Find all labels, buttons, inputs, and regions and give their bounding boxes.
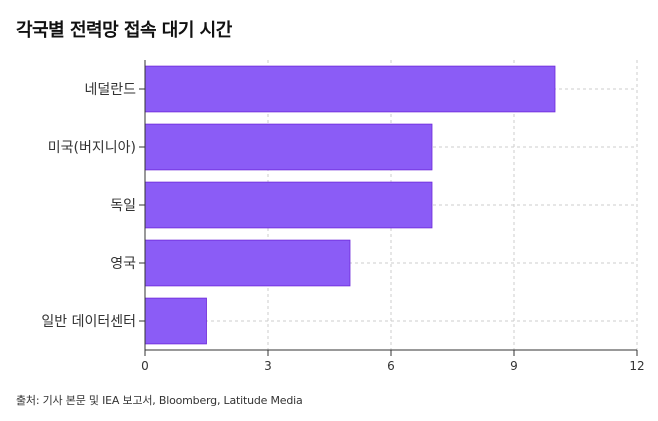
tick-labels: 0 3 6 9 12 bbox=[141, 359, 644, 373]
chart-title: 각국별 전력망 접속 대기 시간 bbox=[16, 20, 232, 41]
axes bbox=[139, 60, 638, 356]
category-label: 미국(버지니아) bbox=[48, 140, 136, 156]
bar bbox=[144, 181, 433, 229]
bar bbox=[144, 123, 433, 171]
x-tick-label: 0 bbox=[141, 359, 149, 373]
bars bbox=[144, 65, 556, 345]
category-label: 네덜란드 bbox=[84, 82, 136, 98]
x-tick-label: 6 bbox=[387, 359, 395, 373]
category-label: 영국 bbox=[110, 256, 136, 272]
category-label: 독일 bbox=[110, 198, 136, 214]
bar bbox=[144, 239, 351, 287]
category-label: 일반 데이터센터 bbox=[41, 314, 136, 330]
x-tick-label: 9 bbox=[510, 359, 518, 373]
x-tick-label: 12 bbox=[629, 359, 644, 373]
source-note: 출처: 기사 본문 및 IEA 보고서, Bloomberg, Latitude… bbox=[16, 394, 303, 407]
bar bbox=[144, 65, 556, 113]
bar bbox=[144, 297, 207, 345]
x-tick-label: 3 bbox=[264, 359, 272, 373]
